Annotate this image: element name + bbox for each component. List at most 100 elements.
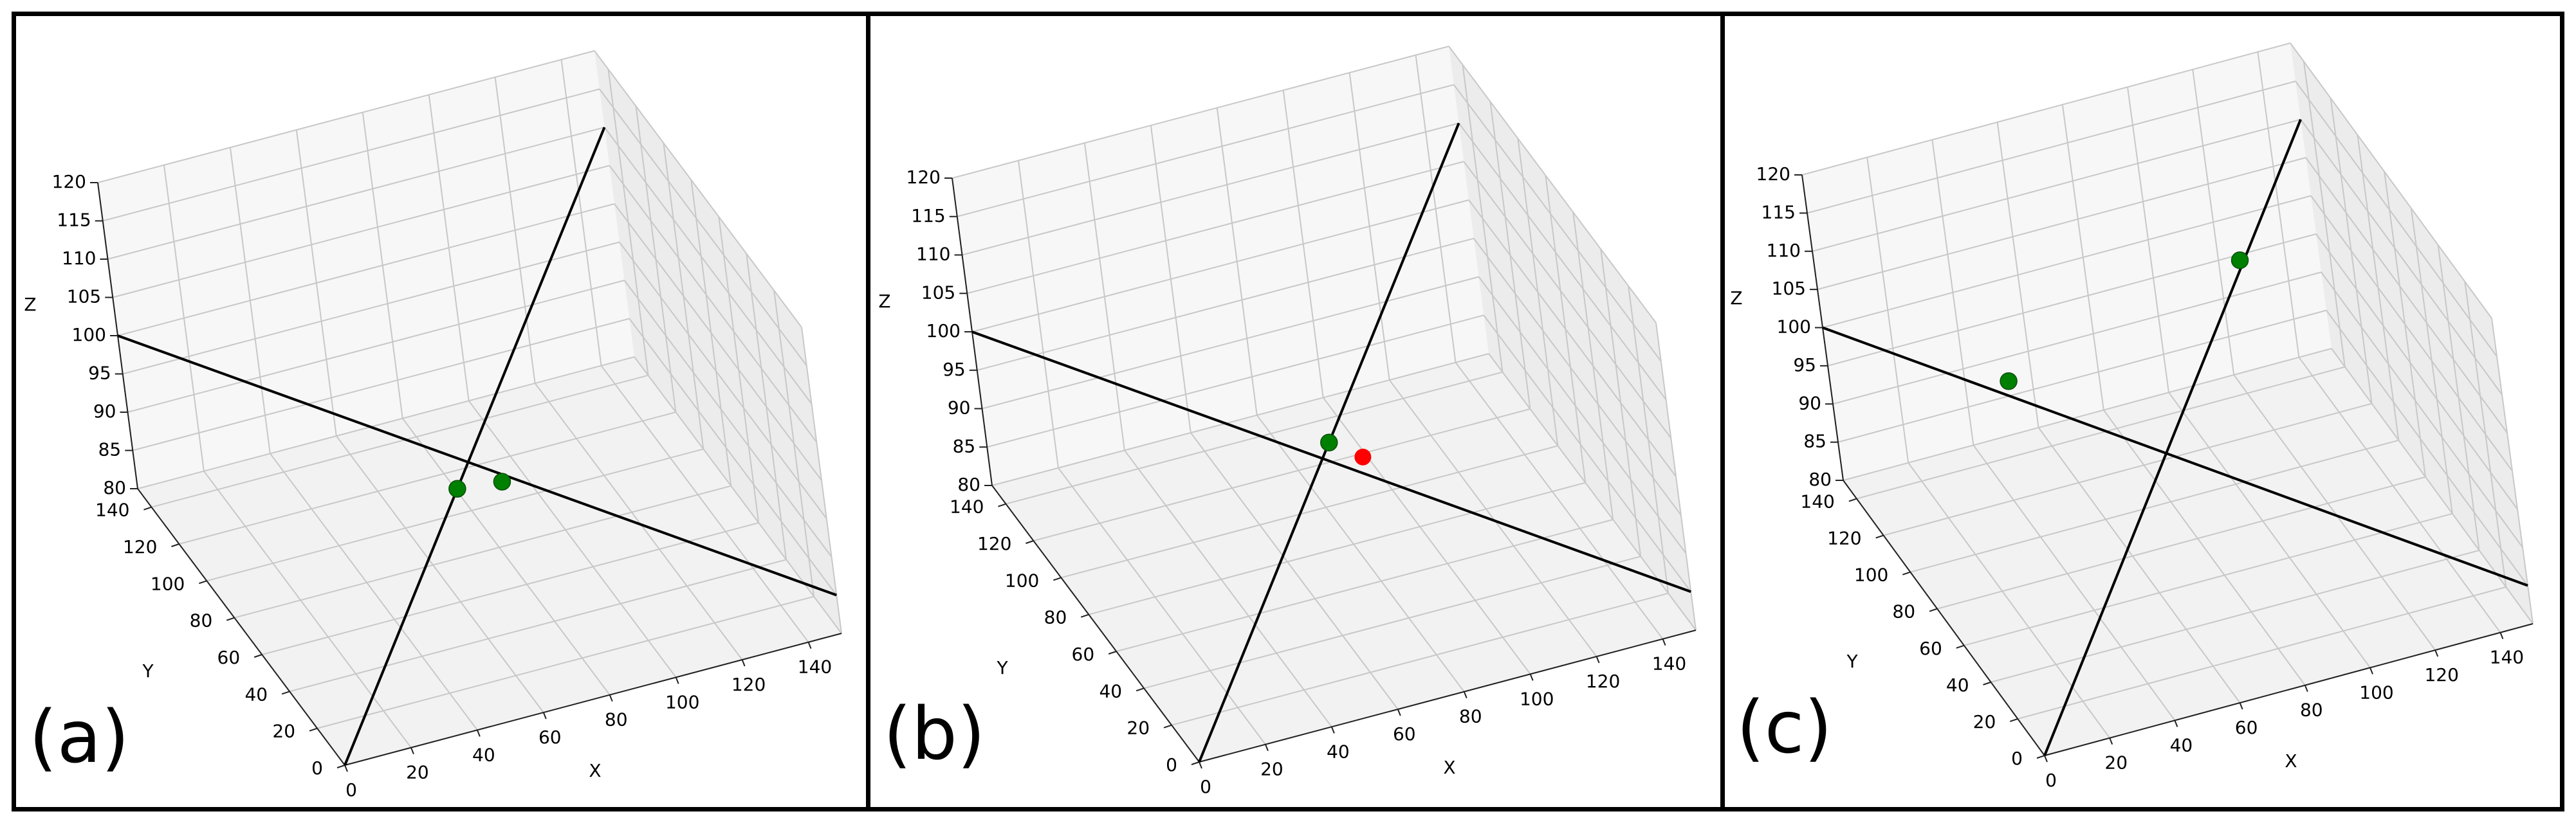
- grid-x-floor: [2168, 392, 2371, 668]
- y-tick-mark: [1983, 681, 1991, 685]
- y-tick-label: 0: [2011, 748, 2023, 769]
- z-tick-label: 85: [1803, 431, 1826, 452]
- y-tick-mark: [309, 727, 318, 732]
- y-tick-mark: [226, 617, 235, 621]
- grid-x-floor: [1190, 432, 1399, 710]
- grid-z-side: [623, 280, 833, 558]
- y-tick-mark: [171, 543, 179, 547]
- z-tick-label: 80: [957, 474, 980, 495]
- x-tick-label: 20: [2104, 752, 2128, 774]
- grid-z-side: [594, 50, 802, 328]
- grid-x-floor: [1388, 379, 1597, 657]
- grid-x-floor: [203, 471, 412, 748]
- grid-z-back: [1837, 309, 2327, 443]
- y-tick-mark: [1848, 498, 1857, 502]
- grid-y-floor: [179, 412, 676, 545]
- grid-z-side: [2321, 271, 2523, 548]
- grid-z-back: [957, 84, 1455, 217]
- grid-z-side: [1463, 161, 1672, 439]
- grid-z-side: [1473, 238, 1682, 516]
- grid-y-floor: [2018, 586, 2507, 720]
- x-tick-mark: [476, 729, 481, 737]
- grid-z-side: [2331, 348, 2534, 624]
- grid-x-floor: [1908, 462, 2111, 739]
- z-tick-label: 95: [88, 363, 111, 384]
- y-tick-mark: [1956, 644, 1965, 649]
- data-point-1: [2000, 372, 2018, 390]
- panel-label: (c): [1736, 686, 1832, 770]
- grid-z-side: [629, 318, 838, 596]
- grid-y-floor: [289, 559, 787, 693]
- grid-z-back: [1817, 157, 2306, 291]
- grid-z-side: [603, 127, 813, 404]
- grid-y-floor: [1143, 556, 1641, 689]
- grid-z-side: [614, 203, 822, 481]
- z-tick-label: 120: [1756, 163, 1790, 185]
- z-tick-label: 100: [1777, 316, 1811, 338]
- grid-x-floor: [1455, 362, 1664, 640]
- grid-z-back: [962, 122, 1459, 256]
- x-tick-label: 40: [472, 744, 495, 765]
- grid-x-floor: [600, 365, 809, 643]
- grid-y-floor: [1033, 408, 1531, 541]
- y-tick-label: 100: [151, 573, 185, 594]
- grid-z-side: [609, 165, 818, 443]
- data-point-1: [1320, 433, 1338, 451]
- grid-z-side: [2326, 310, 2528, 586]
- y-tick-label: 40: [244, 684, 268, 705]
- y-tick-label: 0: [1166, 754, 1177, 775]
- x-tick-mark: [2239, 702, 2243, 710]
- grid-z-side: [1488, 353, 1697, 631]
- x-tick-label: 80: [605, 709, 628, 730]
- grid-z-side: [598, 88, 807, 367]
- z-tick-label: 115: [911, 205, 945, 226]
- x-tick-mark: [1463, 691, 1467, 699]
- grid-z-back: [137, 356, 635, 489]
- x-tick-mark: [2174, 720, 2178, 727]
- y-tick-mark: [1053, 577, 1062, 581]
- grid-x-floor: [270, 453, 478, 730]
- grid-z-side: [2300, 119, 2503, 395]
- x-tick-mark: [1265, 744, 1269, 752]
- x-tick-mark: [2499, 632, 2504, 640]
- z-tick-label: 100: [926, 320, 961, 341]
- z-tick-label: 80: [103, 477, 126, 498]
- z-tick-label: 95: [1793, 354, 1816, 376]
- data-line-1: [117, 334, 837, 597]
- x-tick-label: 80: [2300, 700, 2323, 721]
- z-tick-label: 85: [953, 435, 976, 457]
- grid-z-back: [1812, 118, 2301, 252]
- grid-z-back: [117, 203, 615, 336]
- y-tick-label: 140: [95, 500, 129, 521]
- x-tick-mark: [1529, 673, 1534, 681]
- x-tick-label: 20: [1260, 759, 1283, 780]
- y-tick-mark: [1080, 613, 1089, 618]
- x-tick-label: 40: [1327, 741, 1350, 762]
- x-tick-mark: [807, 642, 812, 649]
- data-point-2: [2231, 251, 2249, 269]
- z-tick-label: 110: [916, 244, 950, 265]
- grid-y-floor: [207, 448, 704, 582]
- y-tick-label: 20: [1127, 718, 1150, 739]
- grid-y-floor: [1171, 592, 1669, 726]
- x-axis-label: X: [1443, 757, 1455, 778]
- z-tick-label: 110: [1767, 240, 1801, 261]
- x-axis-line: [2044, 623, 2534, 756]
- y-tick-label: 80: [1892, 601, 1915, 622]
- x-axis-label: X: [589, 760, 601, 781]
- data-line-2: [344, 127, 606, 766]
- grid-z-side: [2305, 157, 2508, 433]
- grid-z-back: [107, 127, 605, 260]
- y-tick-label: 0: [311, 757, 323, 779]
- panel-c: 0 20 40 60 80 100 120 140 0 20 40 60 80 100 120 140 80 85…: [1720, 12, 2564, 811]
- panel-label: (a): [29, 696, 129, 779]
- z-tick-label: 80: [1808, 469, 1832, 490]
- y-tick-mark: [1026, 540, 1034, 544]
- x-axis-line: [1199, 630, 1697, 763]
- x-tick-label: 100: [1520, 688, 1554, 709]
- y-tick-label: 120: [977, 533, 1011, 554]
- y-tick-mark: [1136, 687, 1145, 692]
- x-tick-label: 120: [731, 674, 766, 695]
- grid-z-back: [971, 199, 1469, 332]
